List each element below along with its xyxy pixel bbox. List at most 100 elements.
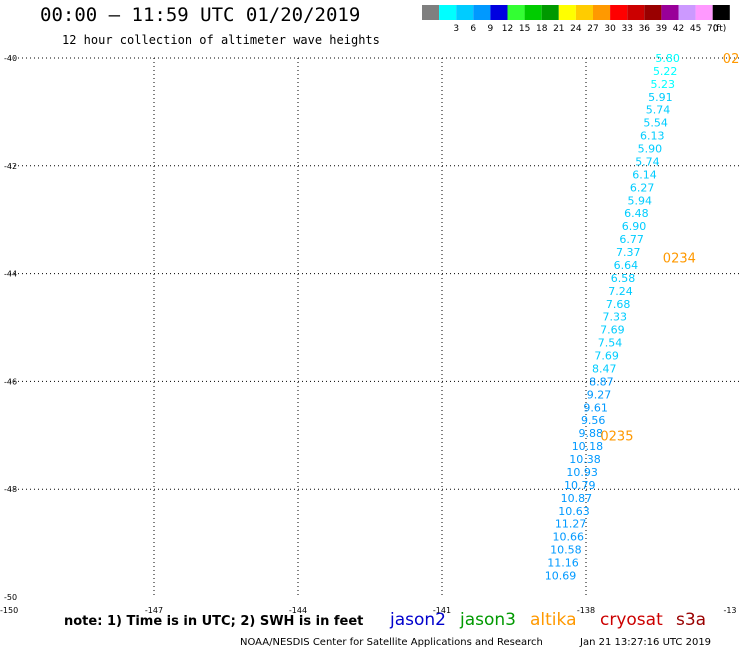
timestamp-text: Jan 21 13:27:16 UTC 2019 — [579, 637, 711, 648]
x-tick-label: -150 — [0, 606, 18, 615]
legend-swatch — [507, 5, 525, 20]
swh-point-label: 5.94 — [628, 194, 653, 207]
legend-tick-label: 45 — [690, 24, 701, 34]
swh-point-label: 7.69 — [600, 324, 625, 337]
chart-subtitle: 12 hour collection of altimeter wave hei… — [62, 33, 380, 47]
swh-point-label: 10.18 — [572, 440, 604, 453]
time-label: 02 — [723, 52, 740, 67]
legend-tick-label: 39 — [656, 24, 668, 34]
legend-tick-label: 30 — [604, 24, 616, 34]
x-tick-label: -13 — [723, 606, 736, 615]
legend-tick-label: 6 — [470, 24, 476, 34]
legend-swatch — [644, 5, 662, 20]
swh-point-label: 8.47 — [592, 362, 617, 375]
time-label: 0234 — [663, 251, 696, 266]
y-tick-label: -48 — [4, 485, 17, 494]
legend-unit: (ft) — [713, 24, 727, 34]
swh-point-label: 10.66 — [552, 531, 584, 544]
swh-point-label: 5.80 — [655, 52, 680, 65]
swh-point-label: 10.87 — [561, 492, 593, 505]
swh-point-label: 5.22 — [653, 65, 678, 78]
satellite-legend-s3a: s3a — [676, 610, 706, 630]
legend-tick-label: 3 — [453, 24, 459, 34]
swh-point-label: 7.54 — [598, 337, 623, 350]
swh-point-label: 5.90 — [638, 143, 663, 156]
satellite-legend-jason3: jason3 — [459, 610, 516, 630]
swh-point-label: 11.16 — [547, 557, 579, 570]
swh-point-label: 7.68 — [606, 298, 631, 311]
data-points: 5.805.225.235.915.745.546.135.905.746.14… — [545, 52, 740, 582]
legend-tick-label: 36 — [639, 24, 651, 34]
legend-tick-label: 24 — [570, 24, 582, 34]
legend-tick-label: 70 — [707, 24, 719, 34]
swh-point-label: 11.27 — [555, 518, 587, 531]
legend-swatch — [695, 5, 713, 20]
time-label: 0235 — [600, 429, 633, 444]
legend-swatch — [661, 5, 679, 20]
legend-swatch — [712, 5, 730, 20]
legend-swatch — [473, 5, 491, 20]
satellite-legend-altika: altika — [530, 610, 577, 630]
swh-point-label: 7.69 — [594, 350, 619, 363]
swh-point-label: 7.24 — [608, 285, 633, 298]
swh-point-label: 7.33 — [603, 311, 628, 324]
satellite-legend-cryosat: cryosat — [600, 610, 663, 630]
legend-swatch — [524, 5, 542, 20]
y-tick-label: -42 — [4, 162, 17, 171]
y-tick-label: -46 — [4, 377, 17, 386]
legend-swatch — [678, 5, 696, 20]
swh-point-label: 10.63 — [558, 505, 590, 518]
x-tick-label: -138 — [577, 606, 595, 615]
swh-point-label: 10.58 — [550, 544, 582, 557]
legend-swatch — [422, 5, 440, 20]
y-tick-label: -44 — [4, 270, 17, 279]
legend-tick-label: 42 — [673, 24, 684, 34]
swh-point-label: 6.90 — [622, 220, 647, 233]
swh-point-label: 5.23 — [651, 78, 676, 91]
swh-point-label: 7.37 — [616, 246, 641, 259]
swh-point-label: 10.38 — [569, 453, 601, 466]
swh-point-label: 6.64 — [614, 259, 639, 272]
legend-swatch — [627, 5, 645, 20]
swh-point-label: 8.87 — [589, 375, 614, 388]
swh-point-label: 5.74 — [635, 155, 660, 168]
legend-tick-label: 18 — [536, 24, 548, 34]
grid — [10, 57, 740, 597]
axes: -50 -48 -46 -44 -42 -40 -150 -147 -144 -141 -138 -1… — [0, 54, 737, 615]
swh-point-label: 6.77 — [619, 233, 644, 246]
swh-point-label: 6.14 — [632, 168, 657, 181]
x-tick-label: -141 — [433, 606, 451, 615]
color-legend: 3 6 9 12 15 18 21 24 27 30 33 36 39 42 45 70(ft) — [422, 5, 730, 34]
y-tick-label: -50 — [4, 593, 17, 602]
legend-swatch — [541, 5, 559, 20]
swh-point-label: 9.61 — [583, 401, 608, 414]
legend-tick-label: 12 — [502, 24, 513, 34]
credit-text: NOAA/NESDIS Center for Satellite Applica… — [240, 637, 543, 648]
x-tick-label: -144 — [289, 606, 307, 615]
swh-point-label: 10.69 — [545, 569, 577, 582]
swh-point-label: 5.74 — [646, 104, 671, 117]
swh-point-label: 5.91 — [648, 91, 673, 104]
swh-point-label: 9.27 — [587, 388, 612, 401]
swh-point-label: 9.88 — [579, 427, 604, 440]
chart-title: 00:00 – 11:59 UTC 01/20/2019 — [40, 4, 361, 26]
legend-tick-label: 9 — [488, 24, 494, 34]
legend-swatch — [558, 5, 576, 20]
satellite-legend-jason2: jason2 — [389, 610, 446, 630]
swh-point-label: 9.56 — [581, 414, 606, 427]
legend-swatch — [575, 5, 593, 20]
swh-point-label: 6.27 — [630, 181, 655, 194]
swh-point-label: 10.79 — [564, 479, 596, 492]
footer: note: 1) Time is in UTC; 2) SWH is in fe… — [64, 610, 711, 648]
legend-swatch — [456, 5, 474, 20]
swh-point-label: 6.58 — [611, 272, 636, 285]
legend-tick-label: 21 — [553, 24, 564, 34]
legend-swatch — [593, 5, 611, 20]
swh-point-label: 5.54 — [643, 117, 668, 130]
swh-point-label: 6.13 — [640, 130, 665, 143]
legend-swatch — [610, 5, 628, 20]
swh-point-label: 10.93 — [566, 466, 598, 479]
y-tick-label: -40 — [4, 54, 17, 63]
